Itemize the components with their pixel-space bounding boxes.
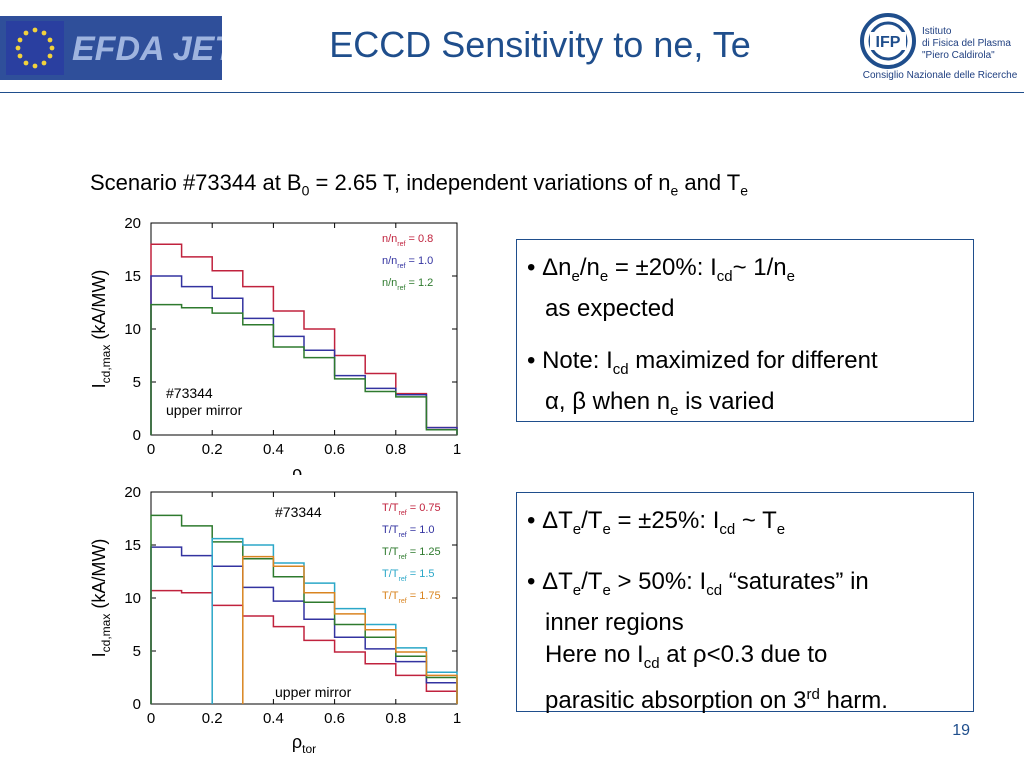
y-axis-label: Icd,max (kA/MW) xyxy=(89,539,113,658)
ifp-logo-graphic: IFP xyxy=(860,13,916,69)
subtitle-sub-2: e xyxy=(670,182,679,199)
y-tick-label: 15 xyxy=(124,537,141,554)
x-tick-label: 0.4 xyxy=(263,441,284,458)
x-axis-label: ρtor xyxy=(292,732,316,753)
y-tick-label: 10 xyxy=(124,321,141,338)
subtitle-text-3: and T xyxy=(678,170,741,195)
ifp-line-2: di Fisica del Plasma xyxy=(922,38,1011,49)
legend-entry-4: T/Tref = 1.75 xyxy=(382,590,441,605)
legend-entry-3: T/Tref = 1.5 xyxy=(382,568,435,583)
series-line-1 xyxy=(150,275,458,435)
x-tick-label: 0.6 xyxy=(324,710,345,727)
efda-jet-logo: EFDA JET xyxy=(0,16,238,80)
header-divider xyxy=(0,92,1024,93)
x-tick-label: 0 xyxy=(147,441,155,458)
x-tick-label: 1 xyxy=(453,441,461,458)
series-line-1 xyxy=(150,546,458,704)
subtitle-sub-1: 0 xyxy=(301,182,310,199)
x-axis-label: ρtor xyxy=(292,463,316,475)
y-tick-label: 0 xyxy=(133,427,141,444)
slide-title: ECCD Sensitivity to ne, Te xyxy=(329,24,751,65)
x-tick-label: 0 xyxy=(147,710,155,727)
x-tick-label: 1 xyxy=(453,710,461,727)
x-tick-label: 0.4 xyxy=(263,710,284,727)
density-note-1: • Δne/ne = ±20%: Icd~ 1/ne as expected xyxy=(527,254,795,322)
density-note-2: • Note: Icd maximized for different α, β … xyxy=(527,346,878,419)
chart-annotation-1: upper mirror xyxy=(275,684,352,700)
chart-annotation-1: upper mirror xyxy=(166,402,243,418)
subtitle-sub-3: e xyxy=(740,182,749,199)
legend-entry-1: n/nref = 1.0 xyxy=(382,255,433,270)
series-line-2 xyxy=(150,303,458,435)
series-line-0 xyxy=(150,243,458,435)
x-tick-label: 0.8 xyxy=(385,710,406,727)
legend-entry-2: n/nref = 1.2 xyxy=(382,277,433,292)
y-tick-label: 10 xyxy=(124,590,141,607)
density-notes-box: • Δne/ne = ±20%: Icd~ 1/ne as expected • … xyxy=(516,239,974,422)
cnr-name: Consiglio Nazionale delle Ricerche xyxy=(862,70,1018,81)
y-tick-label: 0 xyxy=(133,696,141,713)
y-tick-label: 20 xyxy=(124,215,141,232)
legend-entry-1: T/Tref = 1.0 xyxy=(382,524,435,539)
ifp-line-1: Istituto xyxy=(922,26,952,37)
ifp-logo: IFP xyxy=(856,12,1022,84)
y-tick-label: 20 xyxy=(124,484,141,501)
ifp-logo-acronym: IFP xyxy=(876,34,901,51)
temperature-note-1: • ΔTe/Te = ±25%: Icd ~ Te xyxy=(527,507,786,538)
y-tick-label: 5 xyxy=(133,374,141,391)
chart-annotation-0: #73344 xyxy=(275,504,322,520)
y-tick-label: 5 xyxy=(133,643,141,660)
x-tick-label: 0.2 xyxy=(202,441,223,458)
legend-entry-2: T/Tref = 1.25 xyxy=(382,546,441,561)
temperature-note-2: • ΔTe/Te > 50%: Icd “saturates” in inner … xyxy=(527,567,888,715)
efda-jet-logo-graphic: EFDA JET xyxy=(0,16,238,80)
legend-entry-0: n/nref = 0.8 xyxy=(382,233,433,248)
series-line-4 xyxy=(242,555,458,704)
temperature-notes-box: • ΔTe/Te = ±25%: Icd ~ Te • ΔTe/Te > 50%… xyxy=(516,492,974,714)
x-tick-label: 0.6 xyxy=(324,441,345,458)
ifp-institute-name: Istituto di Fisica del Plasma "Piero Cal… xyxy=(922,26,1011,62)
series-line-0 xyxy=(150,589,458,704)
x-tick-label: 0.2 xyxy=(202,710,223,727)
x-tick-label: 0.8 xyxy=(385,441,406,458)
scenario-subtitle: Scenario #73344 at B0 = 2.65 T, independ… xyxy=(90,170,748,198)
page-number: 19 xyxy=(952,722,970,739)
subtitle-text-1: Scenario #73344 at B xyxy=(90,170,302,195)
y-tick-label: 15 xyxy=(124,268,141,285)
legend-entry-0: T/Tref = 0.75 xyxy=(382,502,441,517)
subtitle-text-2: = 2.65 T, independent variations of n xyxy=(309,170,671,195)
chart-annotation-0: #73344 xyxy=(166,385,213,401)
y-axis-label: Icd,max (kA/MW) xyxy=(89,270,113,389)
ifp-line-3: "Piero Caldirola" xyxy=(922,50,995,61)
efda-logo-text: EFDA JET xyxy=(72,30,222,68)
